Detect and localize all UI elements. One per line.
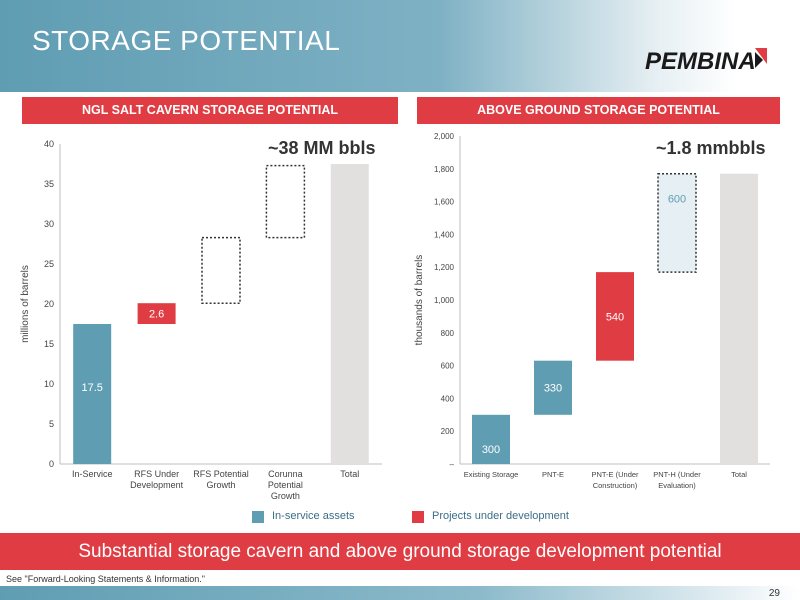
legend-item-development: Projects under development	[412, 509, 612, 525]
bar-potential	[265, 164, 306, 239]
y-tick-label: 40	[44, 139, 54, 149]
bar-in-service	[534, 360, 572, 415]
x-tick-label: Construction)	[593, 481, 638, 490]
x-tick-label: Development	[130, 480, 184, 490]
bar-value-label: 2.6	[149, 309, 164, 321]
pembina-logo: PEMBINA	[645, 48, 767, 75]
legend-swatch-development	[412, 511, 424, 523]
y-tick-label: 25	[44, 259, 54, 269]
page-title: STORAGE POTENTIAL	[32, 25, 341, 56]
y-axis-label: thousands of barrels	[414, 255, 425, 346]
page-number: 29	[768, 588, 780, 599]
chart-annotation: ~38 MM bbls	[268, 138, 376, 158]
x-tick-label: RFS Potential	[193, 469, 249, 479]
bar-value-label: 300	[482, 444, 500, 456]
y-tick-label: 200	[441, 427, 455, 436]
header-band: STORAGE POTENTIAL PEMBINA	[0, 0, 800, 92]
x-tick-label: In-Service	[72, 469, 113, 479]
bar-evaluation	[657, 172, 697, 273]
bar-in-service	[73, 324, 112, 464]
legend-label-in-service: In-service assets	[272, 510, 355, 522]
bar-potential	[201, 236, 241, 304]
salt-cavern-chart: 0 5 10 15 20 25 30 35 40 millions of barrels 17.5 I…	[20, 138, 382, 501]
y-tick-label: 20	[44, 299, 54, 309]
bar-in-service	[472, 414, 510, 464]
x-tick-label: Corunna	[268, 469, 303, 479]
y-tick-label: 10	[44, 379, 54, 389]
x-tick-label: Total	[340, 469, 359, 479]
bar-value-label: 330	[544, 383, 562, 395]
y-tick-label: 30	[44, 219, 54, 229]
bar-development	[596, 272, 634, 361]
forward-looking-link[interactable]: See "Forward-Looking Statements & Inform…	[6, 574, 205, 584]
y-tick-label: 0	[49, 459, 54, 469]
y-tick-label: 15	[44, 339, 54, 349]
legend-swatch-in-service	[252, 511, 264, 523]
logo-text: PEMBINA	[645, 48, 756, 75]
x-tick-label: Potential	[268, 480, 303, 490]
x-tick-label: Total	[731, 470, 747, 479]
x-tick-label: PNT-E	[542, 470, 564, 479]
bar-value-label: 540	[606, 311, 624, 323]
y-tick-label: 1,800	[434, 165, 455, 174]
y-tick-label: 5	[49, 419, 54, 429]
y-tick-label: 35	[44, 179, 54, 189]
y-tick-label: 400	[441, 394, 455, 403]
y-tick-label: –	[450, 460, 455, 469]
x-tick-label: Evaluation)	[658, 481, 696, 490]
legend-label-development: Projects under development	[432, 510, 569, 522]
y-tick-label: 1,200	[434, 263, 455, 272]
y-tick-label: 600	[441, 362, 455, 371]
summary-banner: Substantial storage cavern and above gro…	[0, 533, 800, 570]
y-tick-label: 800	[441, 329, 455, 338]
footer-band	[0, 586, 800, 600]
x-tick-label: PNT-E (Under	[591, 470, 639, 479]
legend-item-in-service: In-service assets	[252, 509, 392, 525]
bar-value-label: 17.5	[81, 382, 102, 394]
bar-total	[330, 164, 369, 464]
y-tick-label: 2,000	[434, 132, 455, 141]
y-tick-label: 1,600	[434, 198, 455, 207]
panel-header-salt-cavern: NGL SALT CAVERN STORAGE POTENTIAL	[22, 97, 398, 124]
x-tick-label: PNT-H (Under	[653, 470, 701, 479]
y-axis-label: millions of barrels	[20, 265, 31, 343]
panel-header-above-ground: ABOVE GROUND STORAGE POTENTIAL	[417, 97, 780, 124]
x-tick-label: Growth	[206, 480, 235, 490]
chart-annotation: ~1.8 mmbbls	[656, 138, 766, 158]
above-ground-chart: – 200 400 600 800 1,000 1,200 1,400 1,600 1,800 2,…	[414, 132, 770, 490]
bar-development	[137, 303, 176, 324]
y-tick-label: 1,000	[434, 296, 455, 305]
bar-total	[720, 173, 758, 464]
x-tick-label: RFS Under	[134, 469, 179, 479]
x-tick-label: Existing Storage	[464, 470, 519, 479]
bar-value-label: 600	[668, 193, 686, 205]
y-tick-label: 1,400	[434, 230, 455, 239]
x-tick-label: Growth	[271, 491, 300, 501]
